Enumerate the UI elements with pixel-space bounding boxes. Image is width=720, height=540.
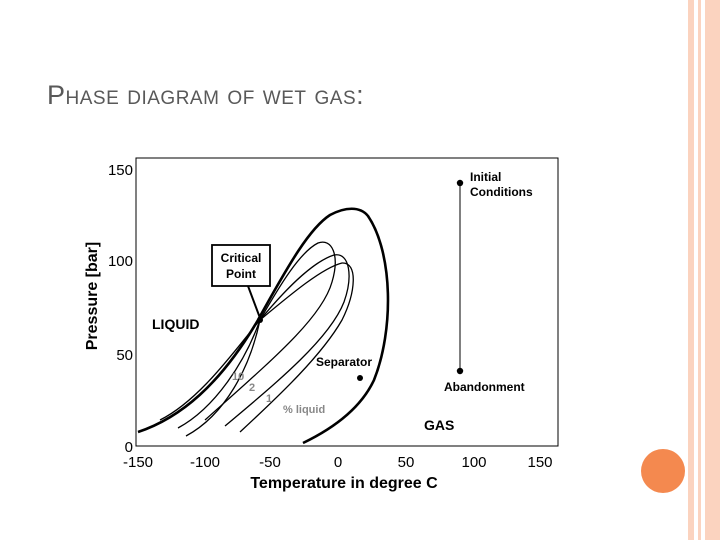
accent-circle: [641, 449, 685, 493]
y-tick-label: 100: [108, 253, 133, 270]
abandonment-label: Abandonment: [444, 380, 525, 394]
x-tick-label: -50: [259, 454, 281, 471]
x-tick-label: 0: [334, 454, 342, 471]
percent-liquid-label: % liquid: [283, 404, 325, 416]
x-tick-label: -100: [190, 454, 220, 471]
y-tick-label: 50: [116, 347, 133, 364]
critical-point-leader: [247, 285, 261, 319]
y-tick-label: 0: [125, 439, 133, 456]
x-tick-label: 100: [461, 454, 486, 471]
right-border-stripe: [705, 0, 720, 540]
quality-line-10: [159, 241, 336, 421]
separator-marker: [357, 375, 363, 381]
quality-label-1: 1: [266, 393, 272, 405]
initial-conditions-marker: [456, 179, 464, 187]
abandonment-marker: [456, 367, 464, 375]
quality-line-1: [185, 262, 354, 437]
gas-region-label: GAS: [424, 417, 454, 433]
x-tick-label: -150: [123, 454, 153, 471]
initial-conditions-label: Conditions: [470, 185, 533, 199]
y-tick-label: 150: [108, 162, 133, 179]
x-tick-label: 50: [398, 454, 415, 471]
critical-point-label: Point: [226, 267, 256, 281]
critical-point-label: Critical: [221, 251, 262, 265]
critical-point-marker: [257, 317, 263, 323]
critical-point-box: [211, 244, 271, 287]
liquid-region-label: LIQUID: [152, 316, 199, 332]
phase-envelope-curve: [137, 207, 390, 445]
x-axis-label: Temperature in degree C: [250, 475, 438, 492]
x-tick-label: 150: [527, 454, 552, 471]
quality-label-2: 2: [249, 382, 255, 394]
right-border-stripe: [698, 0, 701, 540]
plot-frame: [135, 157, 559, 447]
initial-conditions-label: Initial: [470, 170, 501, 184]
quality-line-2: [177, 254, 350, 429]
right-border-stripe: [688, 0, 694, 540]
separator-label: Separator: [316, 355, 372, 369]
y-axis-label: Pressure [bar]: [84, 242, 101, 351]
quality-label-10: 10: [232, 371, 244, 383]
slide-title: Phase diagram of wet gas:: [47, 80, 365, 110]
